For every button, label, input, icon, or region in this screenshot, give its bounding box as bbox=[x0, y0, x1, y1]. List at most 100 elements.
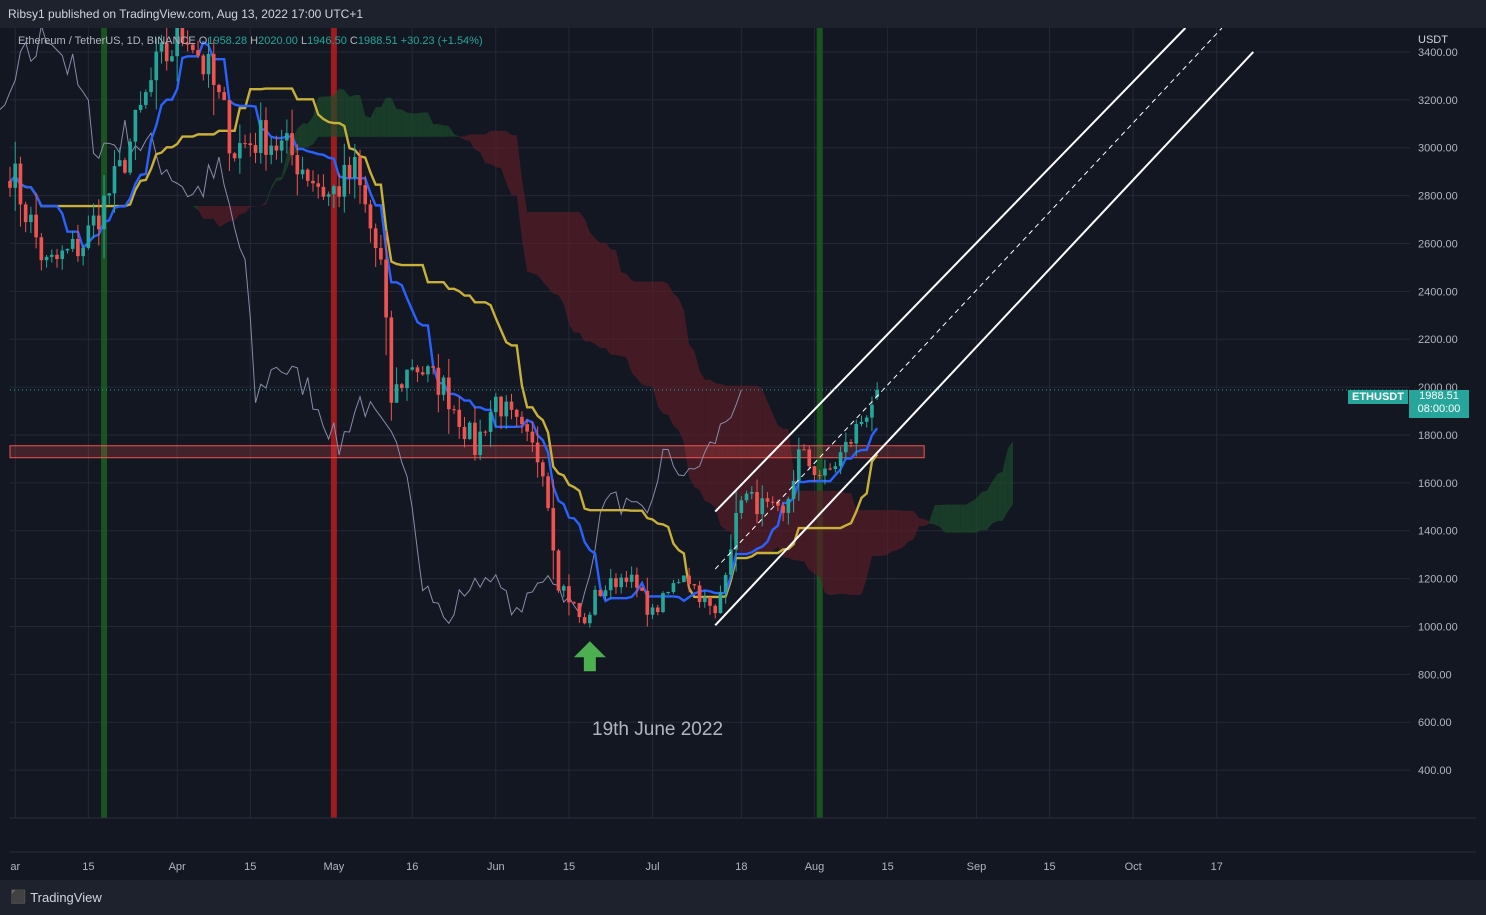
candle-body bbox=[614, 578, 618, 588]
cloud-segment bbox=[631, 280, 637, 379]
cloud-segment bbox=[757, 385, 763, 555]
cloud-segment bbox=[788, 428, 794, 560]
candle-body bbox=[723, 575, 728, 593]
candle-body bbox=[478, 431, 482, 455]
candle-body bbox=[201, 55, 206, 75]
time-axis[interactable] bbox=[0, 850, 1476, 880]
cloud-segment bbox=[391, 97, 397, 137]
cloud-segment bbox=[730, 385, 737, 550]
cloud-segment bbox=[683, 310, 690, 477]
candle-body bbox=[138, 104, 143, 110]
cloud-segment bbox=[887, 510, 893, 555]
cloud-segment bbox=[213, 206, 219, 227]
annotation-text: 19th June 2022 bbox=[592, 719, 724, 740]
candle-body bbox=[159, 42, 164, 52]
candle-body bbox=[509, 401, 514, 410]
close-value: 1988.51 bbox=[357, 35, 398, 47]
candle-body bbox=[473, 422, 477, 455]
cloud-segment bbox=[354, 95, 360, 137]
tradingview-logo[interactable]: ⬛ TradingView bbox=[10, 889, 102, 905]
candle-body bbox=[671, 583, 676, 592]
cloud-segment bbox=[600, 242, 606, 349]
footer-bar bbox=[0, 880, 1486, 915]
y-tick-label: 3200.00 bbox=[1418, 95, 1458, 107]
cloud-segment bbox=[553, 211, 559, 296]
trend-channel[interactable] bbox=[714, 27, 1255, 626]
cloud-segment bbox=[662, 281, 669, 415]
candle-body bbox=[854, 424, 859, 444]
candle-body bbox=[744, 493, 749, 501]
candle-body bbox=[828, 468, 832, 470]
cloud-segment bbox=[239, 206, 246, 215]
candle-body bbox=[258, 120, 263, 153]
candle-body bbox=[415, 367, 420, 373]
cloud-segment bbox=[694, 351, 700, 490]
candle-body bbox=[285, 133, 289, 141]
symbol-name: Ethereum / TetherUS, 1D, BINANCE bbox=[18, 35, 196, 47]
publisher-bar: Ribsy1 published on TradingView.com, Aug… bbox=[0, 0, 1486, 28]
open-label: O bbox=[198, 35, 208, 47]
change-value: +30.23 (+1.54%) bbox=[400, 35, 483, 47]
cloud-segment bbox=[861, 510, 867, 595]
cloud-segment bbox=[636, 281, 643, 385]
candle-body bbox=[802, 449, 806, 451]
candle-body bbox=[551, 508, 556, 551]
cloud-segment bbox=[704, 379, 710, 503]
cloud-segment bbox=[642, 281, 648, 387]
candle-body bbox=[18, 163, 23, 205]
cloud-segment bbox=[579, 211, 585, 342]
candle-body bbox=[243, 143, 247, 145]
candle-body bbox=[342, 164, 347, 197]
cloud-segment bbox=[511, 135, 517, 196]
cloud-segment bbox=[568, 211, 575, 333]
cloud-segment bbox=[516, 135, 522, 240]
candle-body bbox=[227, 100, 232, 154]
high-value: 2020.00 bbox=[258, 35, 298, 47]
candle-countdown: 08:00:00 bbox=[1417, 403, 1461, 415]
axis-unit: USDT bbox=[1418, 34, 1448, 46]
candle-body bbox=[588, 614, 592, 624]
x-tick-label: 15 bbox=[244, 861, 256, 873]
y-tick-label: 2600.00 bbox=[1418, 238, 1458, 250]
price-axis[interactable] bbox=[1410, 28, 1486, 880]
brand-name: TradingView bbox=[30, 889, 102, 905]
cloud-segment bbox=[407, 112, 413, 137]
cloud-segment bbox=[918, 518, 925, 527]
candle-body bbox=[60, 250, 65, 260]
cloud-segment bbox=[563, 211, 569, 324]
support-zone bbox=[9, 445, 925, 459]
publisher-text: Ribsy1 published on TradingView.com, Aug… bbox=[8, 7, 364, 21]
candle-body bbox=[577, 603, 582, 618]
cloud-segment bbox=[725, 385, 731, 532]
y-tick-label: 2400.00 bbox=[1418, 286, 1458, 298]
candle-body bbox=[23, 204, 28, 223]
candle-body bbox=[441, 377, 446, 395]
cloud-segment bbox=[981, 490, 987, 531]
cloud-segment bbox=[302, 123, 308, 148]
candle-body bbox=[70, 238, 75, 249]
cloud-segment bbox=[689, 344, 695, 488]
y-tick-label: 1400.00 bbox=[1418, 526, 1458, 538]
cloud-segment bbox=[866, 510, 872, 579]
cloud-segment bbox=[960, 504, 966, 533]
candle-body bbox=[253, 145, 258, 153]
candle-body bbox=[112, 166, 117, 194]
cloud-segment bbox=[495, 130, 502, 168]
candle-body bbox=[128, 141, 132, 173]
ichimoku-cloud bbox=[145, 88, 1013, 596]
cloud-segment bbox=[673, 293, 679, 431]
candle-body bbox=[164, 42, 169, 62]
cloud-segment bbox=[307, 116, 313, 148]
cloud-segment bbox=[548, 211, 554, 294]
symbol-legend[interactable]: Ethereum / TetherUS, 1D, BINANCE O1958.2… bbox=[18, 35, 483, 47]
candle-body bbox=[149, 80, 153, 93]
candle-body bbox=[44, 256, 49, 261]
x-tick-label: 17 bbox=[1211, 861, 1223, 873]
cloud-segment bbox=[386, 97, 392, 137]
cloud-segment bbox=[333, 88, 340, 137]
y-tick-label: 2200.00 bbox=[1418, 334, 1458, 346]
candle-body bbox=[791, 480, 796, 499]
cloud-segment bbox=[396, 108, 402, 137]
cloud-segment bbox=[537, 211, 543, 282]
